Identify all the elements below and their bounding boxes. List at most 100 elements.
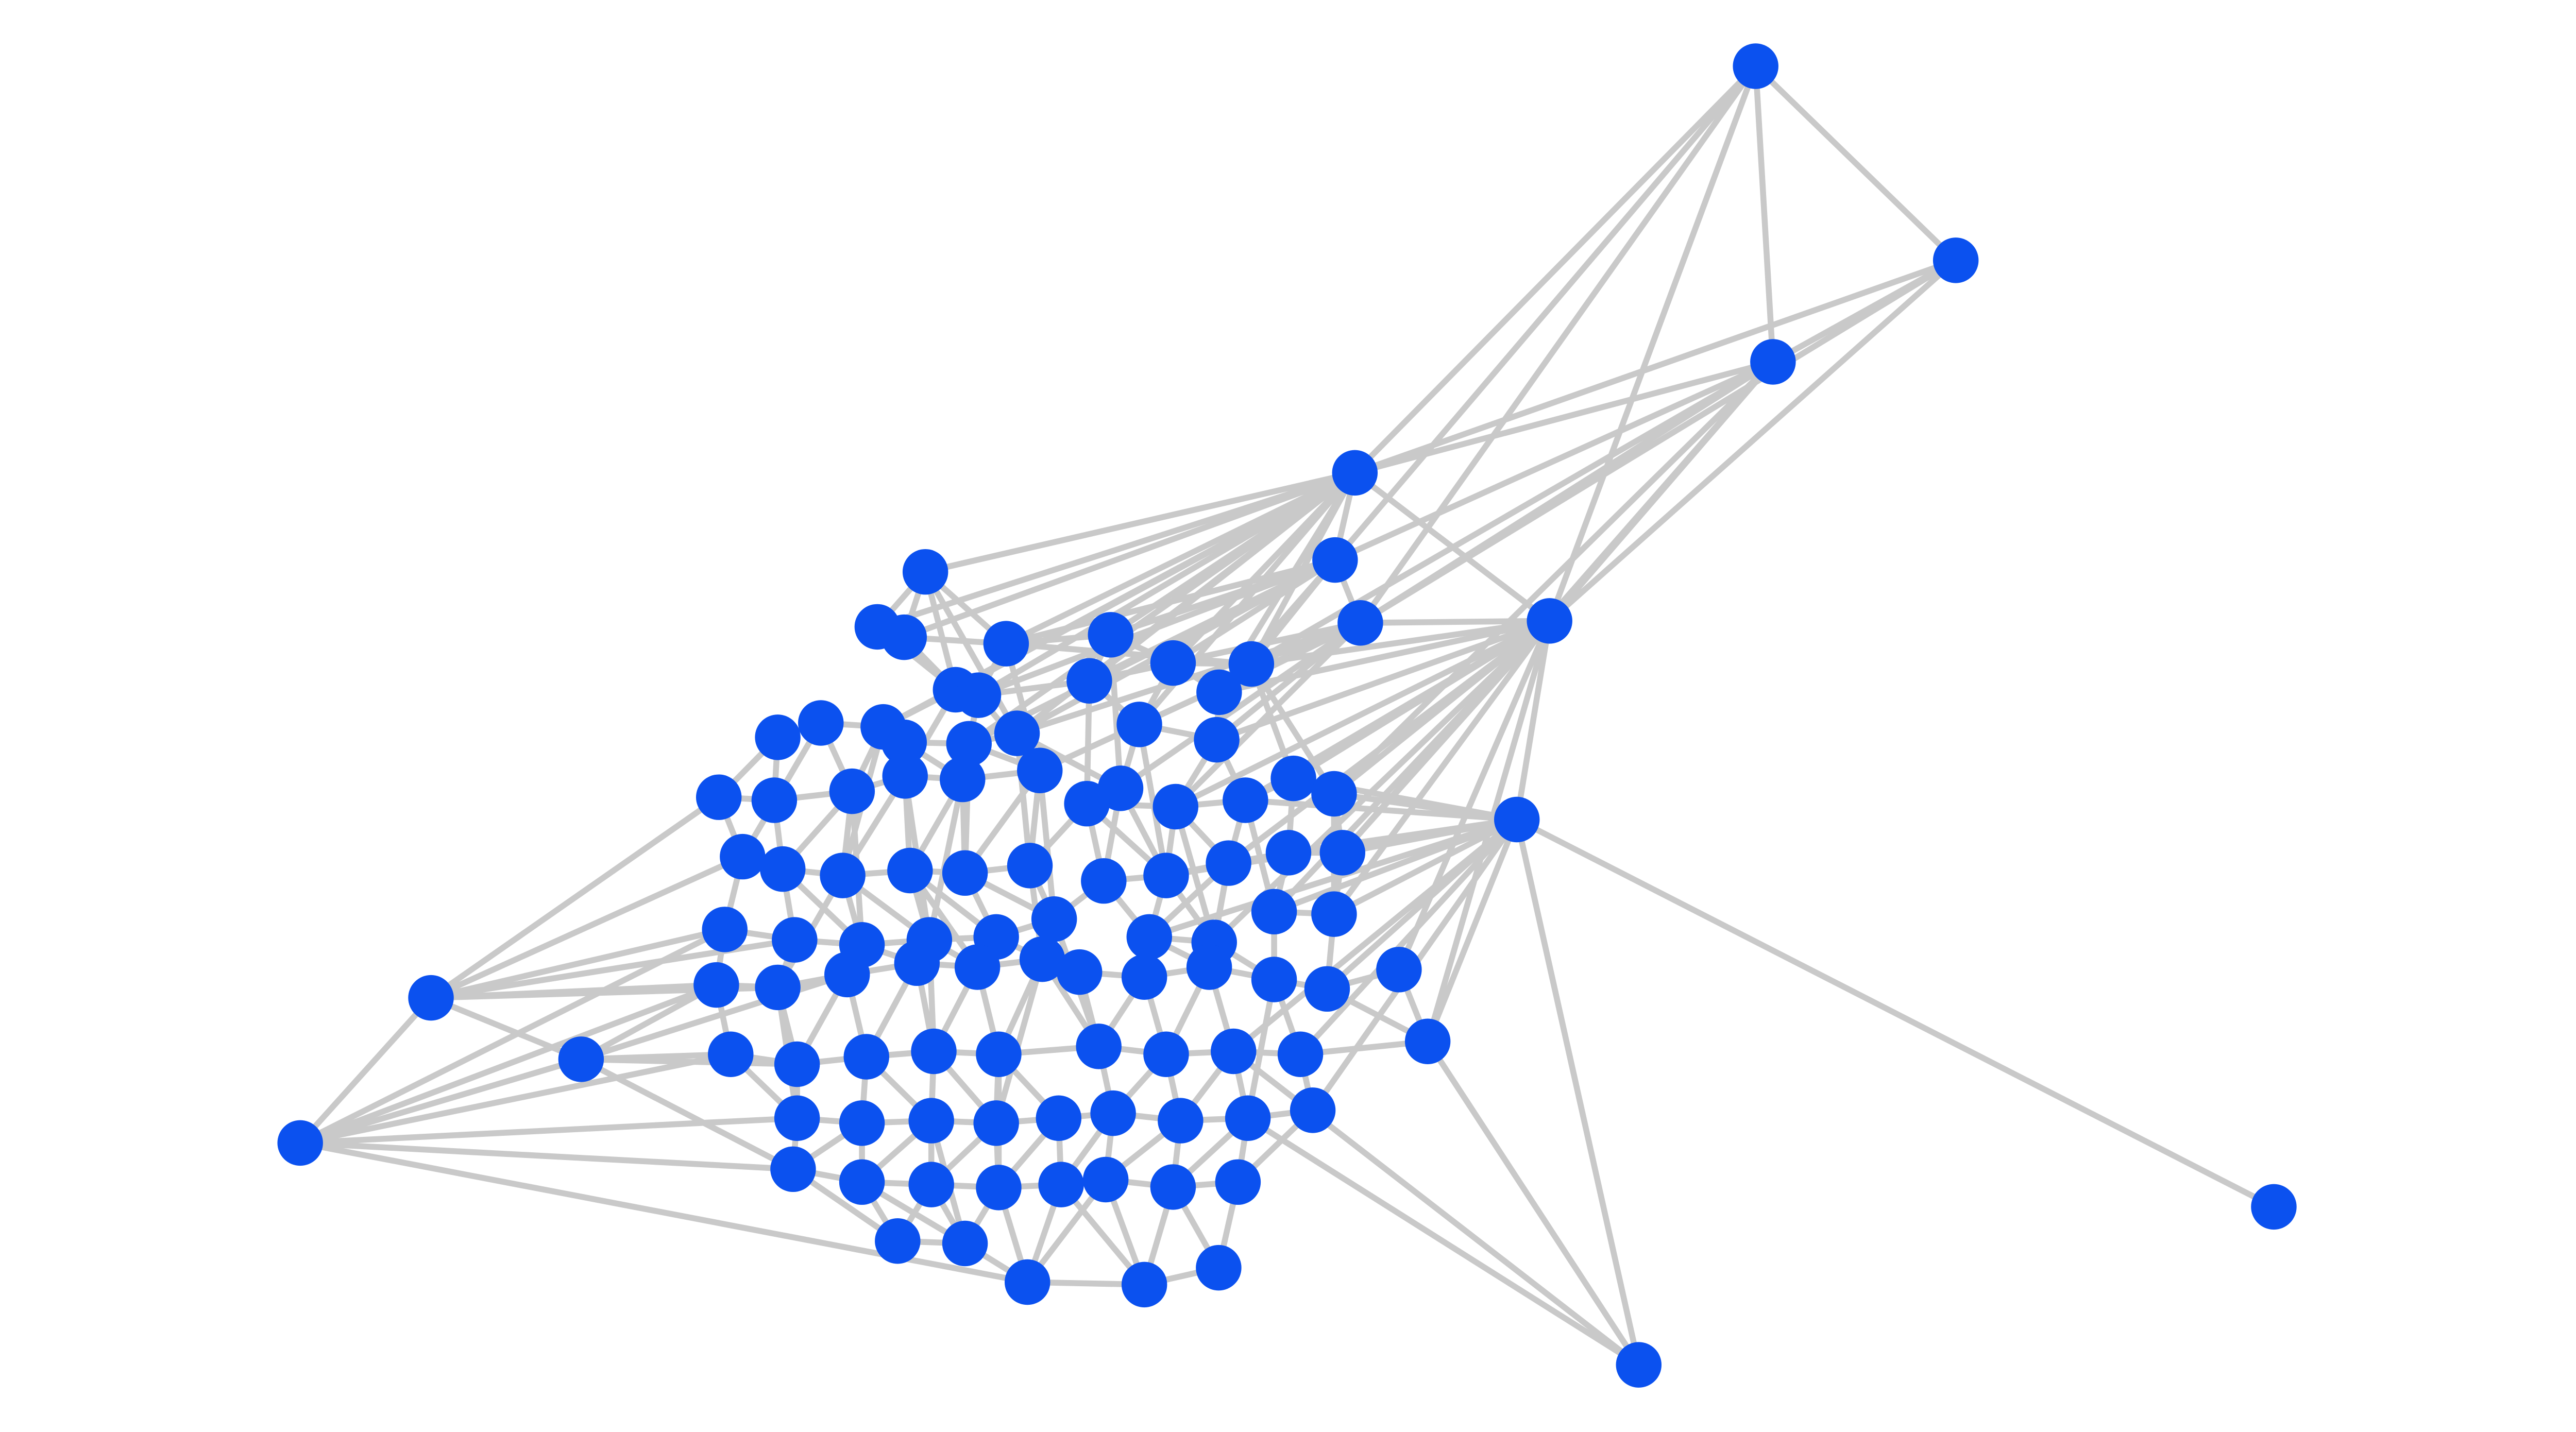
graph-node[interactable] xyxy=(774,1041,820,1087)
graph-node[interactable] xyxy=(839,1100,885,1146)
graph-node[interactable] xyxy=(277,1120,323,1166)
graph-node[interactable] xyxy=(820,853,866,898)
graph-node[interactable] xyxy=(1150,1164,1196,1210)
graph-node[interactable] xyxy=(1206,840,1251,886)
graph-node[interactable] xyxy=(1194,717,1240,763)
graph-node[interactable] xyxy=(1404,1018,1451,1064)
graph-node[interactable] xyxy=(1616,1342,1662,1388)
graph-node[interactable] xyxy=(1251,957,1297,1002)
graph-node[interactable] xyxy=(887,847,933,894)
graph-node[interactable] xyxy=(881,614,927,660)
graph-node[interactable] xyxy=(760,846,806,892)
graph-node[interactable] xyxy=(1036,1095,1082,1141)
graph-node[interactable] xyxy=(1304,966,1350,1012)
graph-node[interactable] xyxy=(1017,747,1063,793)
graph-node[interactable] xyxy=(1251,889,1297,935)
graph-node[interactable] xyxy=(1527,598,1572,644)
graph-node[interactable] xyxy=(940,756,986,803)
graph-node[interactable] xyxy=(994,710,1040,756)
graph-node[interactable] xyxy=(1082,1156,1129,1203)
graph-node[interactable] xyxy=(1196,669,1242,715)
graph-node[interactable] xyxy=(693,962,739,1008)
graph-node[interactable] xyxy=(755,714,801,760)
graph-node[interactable] xyxy=(911,1028,957,1075)
graph-node[interactable] xyxy=(1223,777,1268,823)
graph-node[interactable] xyxy=(1076,1024,1122,1069)
graph-node[interactable] xyxy=(1143,1031,1189,1077)
graph-node[interactable] xyxy=(839,1159,885,1205)
graph-node[interactable] xyxy=(976,1031,1022,1077)
graph-node[interactable] xyxy=(908,1098,954,1144)
graph-node[interactable] xyxy=(1153,783,1198,830)
graph-node[interactable] xyxy=(1064,780,1110,827)
graph-node[interactable] xyxy=(1019,936,1065,982)
graph-node[interactable] xyxy=(1150,640,1196,686)
graph-node[interactable] xyxy=(720,833,766,880)
graph-node[interactable] xyxy=(954,944,1001,990)
graph-node[interactable] xyxy=(843,1034,889,1080)
graph-node[interactable] xyxy=(1066,658,1112,704)
graph-node[interactable] xyxy=(894,940,940,986)
graph-node[interactable] xyxy=(908,1162,954,1207)
graph-node[interactable] xyxy=(558,1036,604,1082)
graph-node[interactable] xyxy=(1116,702,1162,747)
graph-node[interactable] xyxy=(1196,1245,1242,1291)
graph-node[interactable] xyxy=(755,964,801,1011)
graph-node[interactable] xyxy=(1225,1095,1271,1141)
graph-node[interactable] xyxy=(1311,891,1357,937)
graph-node[interactable] xyxy=(942,850,988,896)
graph-node[interactable] xyxy=(1088,612,1133,658)
graph-node[interactable] xyxy=(772,917,818,963)
graph-node[interactable] xyxy=(1121,1261,1167,1308)
graph-node[interactable] xyxy=(1215,1159,1261,1205)
graph-node[interactable] xyxy=(902,549,948,595)
graph-node[interactable] xyxy=(1277,1031,1324,1077)
graph-node[interactable] xyxy=(824,951,870,998)
graph-node[interactable] xyxy=(1337,600,1383,646)
graph-node[interactable] xyxy=(1007,843,1053,889)
graph-node[interactable] xyxy=(942,1220,988,1267)
graph-node[interactable] xyxy=(774,1095,820,1141)
graph-node[interactable] xyxy=(973,1100,1019,1146)
graph-node[interactable] xyxy=(751,777,798,823)
graph-node[interactable] xyxy=(976,1165,1022,1211)
graph-node[interactable] xyxy=(1270,755,1316,802)
graph-node[interactable] xyxy=(1056,949,1103,995)
graph-node[interactable] xyxy=(882,753,928,799)
graph-node[interactable] xyxy=(1158,1098,1204,1144)
graph-node[interactable] xyxy=(708,1031,754,1077)
graph-node[interactable] xyxy=(1290,1087,1336,1133)
graph-node[interactable] xyxy=(1750,339,1796,385)
graph-node[interactable] xyxy=(1494,796,1540,843)
graph-node[interactable] xyxy=(1005,1259,1050,1305)
graph-node[interactable] xyxy=(1265,830,1312,876)
graph-node[interactable] xyxy=(1311,771,1357,817)
graph-node[interactable] xyxy=(1228,641,1275,687)
graph-node[interactable] xyxy=(983,621,1029,667)
graph-node[interactable] xyxy=(1038,1162,1084,1207)
graph-node[interactable] xyxy=(1186,944,1232,990)
graph-node[interactable] xyxy=(408,975,454,1021)
graph-node[interactable] xyxy=(1733,43,1778,89)
graph-node[interactable] xyxy=(1121,954,1167,1000)
graph-node[interactable] xyxy=(1090,1090,1136,1136)
graph-node[interactable] xyxy=(1031,896,1077,942)
graph-node[interactable] xyxy=(1211,1028,1257,1075)
graph-node[interactable] xyxy=(1126,914,1172,960)
graph-node[interactable] xyxy=(1143,853,1189,898)
graph-node[interactable] xyxy=(829,768,875,814)
graph-node[interactable] xyxy=(2251,1184,2297,1230)
graph-node[interactable] xyxy=(1312,537,1358,583)
graph-node[interactable] xyxy=(1376,947,1422,993)
graph-node[interactable] xyxy=(702,907,748,952)
graph-node[interactable] xyxy=(946,721,992,767)
graph-node[interactable] xyxy=(1081,858,1127,904)
graph-node[interactable] xyxy=(875,1218,921,1264)
graph-node[interactable] xyxy=(881,719,927,765)
graph-node[interactable] xyxy=(955,672,1002,718)
graph-node[interactable] xyxy=(1332,450,1378,496)
graph-node[interactable] xyxy=(696,774,742,820)
graph-node[interactable] xyxy=(1319,830,1365,876)
graph-node[interactable] xyxy=(770,1146,816,1192)
graph-node[interactable] xyxy=(1933,237,1979,283)
